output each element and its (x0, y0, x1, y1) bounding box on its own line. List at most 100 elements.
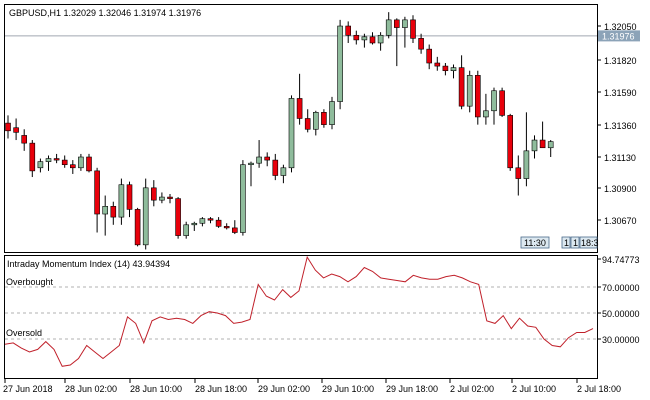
time-axis-label: 29 Jun 02:00 (258, 384, 310, 394)
bearish-candle (426, 48, 433, 64)
indicator-tick-label: 50.00000 (602, 309, 640, 319)
price-axis: 1.32050 1.31820 1.31590 1.31360 1.31130 … (597, 22, 637, 226)
time-marker-label: 11:30 (524, 238, 546, 248)
bullish-candle (329, 101, 335, 125)
price-tick-label: 1.30900 (604, 184, 637, 194)
candlestick-series (5, 12, 554, 250)
time-axis-label: 27 Jun 2018 (3, 384, 53, 394)
price-tick-label: 1.31130 (604, 153, 636, 163)
bearish-candle (515, 167, 522, 179)
bearish-candle (21, 135, 28, 144)
time-axis-label: 2 Jul 18:00 (577, 384, 621, 394)
current-price-label: 1.31976 (602, 31, 635, 41)
bearish-candle (321, 112, 327, 125)
bullish-candle (491, 90, 497, 112)
time-axis-label: 2 Jul 02:00 (450, 384, 494, 394)
time-marker-box[interactable] (561, 236, 571, 249)
time-axis-label: 28 Jun 10:00 (130, 384, 182, 394)
time-axis-label: 29 Jun 10:00 (322, 384, 374, 394)
bearish-candle (507, 115, 514, 169)
indicator-tick-label: 30.00000 (602, 335, 640, 345)
bullish-candle (240, 164, 246, 233)
bearish-candle (434, 62, 441, 67)
bearish-candle (442, 65, 449, 72)
price-tick-label: 1.31820 (604, 56, 637, 66)
bearish-candle (29, 142, 36, 172)
bullish-candle (337, 25, 343, 102)
time-axis-label: 2 Jul 10:00 (512, 384, 556, 394)
bearish-candle (5, 122, 11, 132)
bearish-candle (13, 127, 19, 133)
bearish-candle (70, 164, 76, 169)
bullish-candle (531, 139, 538, 152)
bullish-candle (102, 206, 108, 215)
overbought-label: Overbought (6, 277, 54, 287)
bullish-candle (159, 196, 165, 201)
symbol-header: GBPUSD,H1 1.32029 1.32046 1.31974 1.3197… (9, 8, 201, 18)
time-marker-box[interactable] (520, 236, 550, 249)
bearish-candle (223, 226, 230, 229)
price-tick-label: 1.30670 (604, 216, 637, 226)
bullish-candle (118, 184, 125, 218)
time-marker-box[interactable] (570, 236, 580, 249)
time-marker-label: 1 (564, 238, 569, 248)
bearish-candle (296, 98, 303, 119)
time-marker-label: 18:3 (581, 238, 599, 248)
bullish-candle (183, 224, 189, 236)
price-tick-label: 1.31590 (604, 88, 637, 98)
bullish-candle (377, 34, 384, 44)
indicator-title: Intraday Momentum Index (14) 43.94394 (7, 259, 170, 269)
time-axis: 27 Jun 2018 28 Jun 02:00 28 Jun 10:00 28… (3, 379, 621, 394)
bullish-candle (191, 222, 198, 226)
time-marker-box[interactable] (579, 236, 598, 249)
bullish-candle (547, 141, 554, 149)
indicator-tick-label: 94.74773 (602, 255, 640, 265)
bearish-candle (53, 158, 60, 161)
bearish-candle (353, 34, 360, 41)
bearish-candle (474, 75, 481, 118)
bearish-candle (61, 159, 68, 166)
bearish-candle (369, 36, 376, 44)
bearish-candle (232, 227, 238, 233)
bullish-candle (248, 162, 254, 166)
bearish-candle (207, 218, 214, 221)
time-marker-label: 1 (573, 238, 578, 248)
bearish-candle (151, 187, 157, 201)
bearish-candle (458, 67, 465, 107)
time-axis-label: 28 Jun 02:00 (65, 384, 117, 394)
time-markers[interactable]: 11:30 1 1 18:3 (520, 236, 599, 249)
indicator-levels (5, 286, 597, 340)
bullish-candle (402, 19, 408, 28)
bearish-candle (264, 156, 271, 161)
bearish-candle (393, 19, 400, 28)
momentum-index-line (4, 255, 594, 367)
bullish-candle (288, 98, 295, 169)
current-price-tag: 1.31976 (598, 30, 640, 42)
bearish-candle (94, 170, 100, 215)
bullish-candle (280, 167, 287, 176)
bullish-candle (385, 19, 392, 36)
bearish-candle (86, 156, 92, 172)
bullish-candle (450, 67, 457, 72)
bearish-candle (499, 90, 505, 116)
bearish-candle (410, 19, 416, 39)
price-tick-label: 1.32050 (604, 22, 637, 32)
bullish-candle (256, 156, 262, 164)
indicator-tick-label: 70.00000 (602, 283, 640, 293)
bullish-candle (199, 218, 206, 224)
bearish-candle (110, 206, 117, 218)
oversold-label: Oversold (6, 328, 42, 338)
bullish-candle (483, 110, 489, 118)
time-axis-label: 29 Jun 18:00 (386, 384, 438, 394)
indicator-panel[interactable] (4, 255, 598, 379)
bullish-candle (45, 158, 52, 162)
time-axis-label: 28 Jun 18:00 (195, 384, 247, 394)
bullish-candle (312, 112, 319, 130)
bearish-candle (418, 38, 424, 50)
bearish-candle (272, 159, 279, 176)
bearish-candle (167, 196, 173, 199)
bullish-candle (466, 75, 473, 107)
bearish-candle (345, 25, 352, 36)
bearish-candle (134, 209, 141, 246)
